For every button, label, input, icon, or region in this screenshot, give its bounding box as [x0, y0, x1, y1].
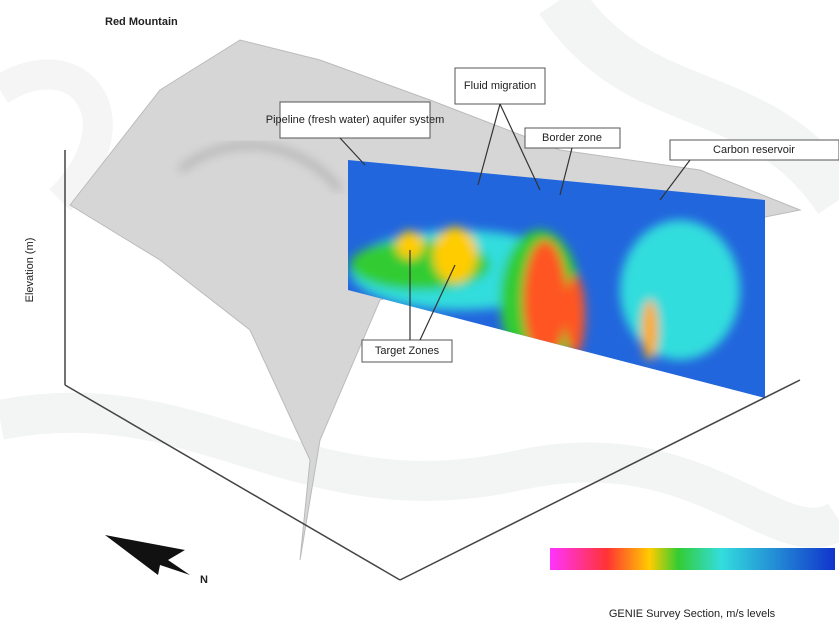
colorbar: [550, 548, 835, 570]
axes: Elevation (m): [24, 150, 801, 581]
title: Red Mountain: [105, 16, 178, 28]
label-box: [454, 67, 546, 105]
annotation: Pipeline (fresh water) aquifer system: [266, 114, 445, 126]
north-label: N: [200, 574, 208, 586]
label-box: [361, 339, 453, 363]
annotation: Border zone: [542, 132, 602, 144]
mountain-shading: [178, 142, 343, 192]
annotation: Carbon reservoir: [713, 144, 795, 156]
label-box: [279, 101, 431, 139]
annotation: Target Zones: [375, 345, 440, 357]
axis-label: Elevation (m): [24, 238, 36, 303]
annotation: Fluid migration: [464, 80, 536, 92]
label-box: [669, 139, 839, 161]
north-arrow: N: [105, 535, 208, 586]
label-box: [524, 127, 621, 149]
colorbar-label: GENIE Survey Section, m/s levels: [609, 608, 776, 620]
